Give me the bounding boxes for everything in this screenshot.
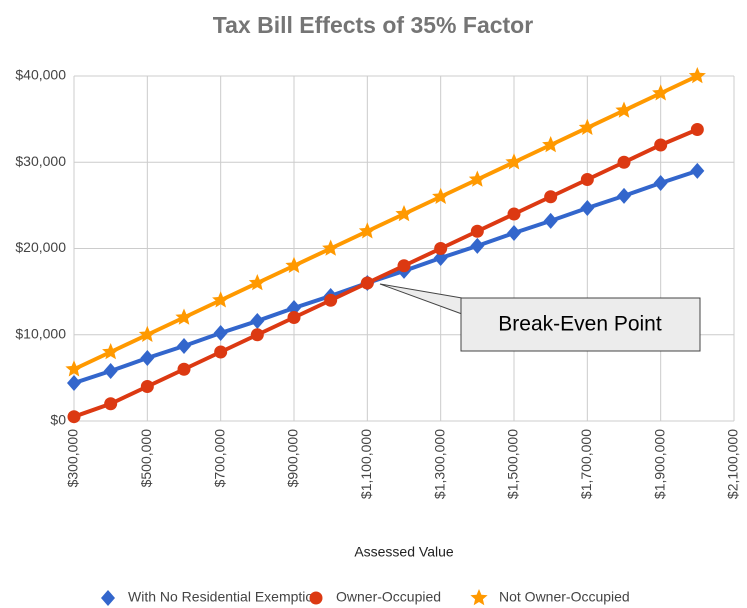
point xyxy=(690,122,704,136)
y-tick-label: $0 xyxy=(50,412,66,428)
point xyxy=(285,256,303,273)
y-tick-label: $30,000 xyxy=(15,153,66,169)
point xyxy=(67,410,81,424)
annotation-box xyxy=(460,297,701,352)
point xyxy=(213,325,228,342)
x-tick-label: $300,000 xyxy=(65,429,81,488)
point xyxy=(65,360,83,377)
x-tick-label: $1,900,000 xyxy=(651,429,667,499)
x-tick-label: $900,000 xyxy=(285,429,301,488)
point xyxy=(214,345,228,359)
x-tick-label: $2,100,000 xyxy=(725,429,741,499)
x-tick-label: $1,700,000 xyxy=(578,429,594,499)
point xyxy=(578,118,596,135)
point xyxy=(360,276,374,290)
point xyxy=(250,312,265,329)
point xyxy=(397,259,411,273)
point xyxy=(322,239,340,256)
point xyxy=(101,590,115,606)
point xyxy=(470,589,488,606)
point xyxy=(654,138,668,152)
point xyxy=(543,212,558,229)
series-line xyxy=(73,168,698,385)
point xyxy=(617,155,631,169)
point xyxy=(287,300,301,317)
point xyxy=(103,362,118,379)
point xyxy=(432,187,450,204)
series-line xyxy=(73,127,699,419)
point xyxy=(615,101,633,118)
point xyxy=(140,350,155,367)
point xyxy=(175,308,193,325)
x-tick-label: $1,300,000 xyxy=(431,429,447,499)
annotation-text: Break-Even Point xyxy=(498,313,662,336)
x-tick-label: $1,100,000 xyxy=(358,429,374,499)
chart-title: Tax Bill Effects of 35% Factor xyxy=(213,12,533,38)
point xyxy=(212,291,230,308)
legend-label: Not Owner-Occupied xyxy=(499,589,630,605)
point xyxy=(138,325,156,342)
point xyxy=(177,337,191,354)
point xyxy=(434,242,448,255)
point xyxy=(617,187,631,204)
x-tick-label: $500,000 xyxy=(138,429,154,488)
y-tick-label: $40,000 xyxy=(15,67,66,83)
point xyxy=(507,207,521,221)
point xyxy=(544,190,558,204)
point xyxy=(690,162,705,179)
point xyxy=(505,153,523,170)
point xyxy=(468,170,486,187)
point xyxy=(395,205,413,222)
point xyxy=(653,174,668,191)
x-tick-label: $700,000 xyxy=(211,429,227,488)
point xyxy=(177,362,191,376)
point xyxy=(652,84,670,101)
legend-item: With No Residential Exemption xyxy=(101,589,321,606)
legend-item: Owner-Occupied xyxy=(309,589,441,605)
point xyxy=(67,375,81,392)
point xyxy=(507,224,521,241)
y-tick-label: $10,000 xyxy=(15,325,66,341)
point xyxy=(309,591,323,605)
point xyxy=(358,222,376,239)
point xyxy=(580,173,594,186)
point xyxy=(248,274,266,291)
point xyxy=(104,397,118,411)
point xyxy=(470,224,484,238)
point xyxy=(287,311,301,324)
legend-label: With No Residential Exemption xyxy=(128,589,321,605)
annotation-pointer xyxy=(379,283,463,315)
point xyxy=(324,293,338,307)
x-tick-label: $1,500,000 xyxy=(505,429,521,499)
point xyxy=(542,136,560,153)
point xyxy=(688,67,706,84)
point xyxy=(250,328,264,342)
x-axis-label: Assessed Value xyxy=(354,544,454,560)
point xyxy=(433,249,448,266)
point xyxy=(102,343,120,360)
point xyxy=(140,380,154,393)
legend-label: Owner-Occupied xyxy=(336,589,441,605)
point xyxy=(470,237,485,254)
y-tick-label: $20,000 xyxy=(15,239,66,255)
legend-item: Not Owner-Occupied xyxy=(470,589,630,606)
point xyxy=(580,199,595,216)
